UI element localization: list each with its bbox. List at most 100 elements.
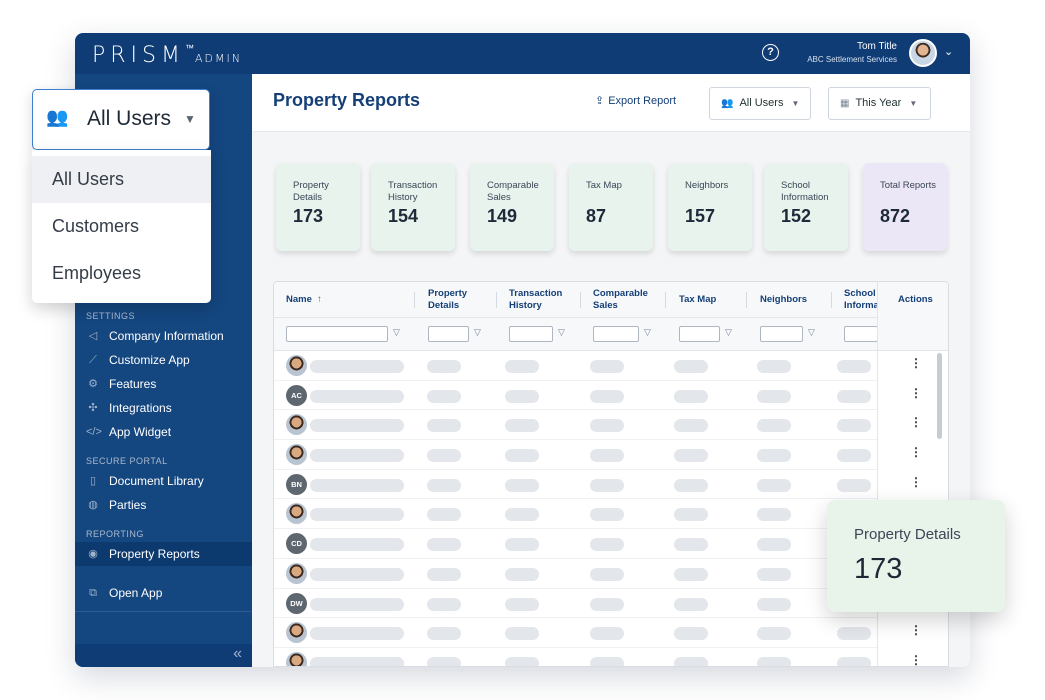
location-pin-icon: ◉ bbox=[88, 548, 98, 560]
column-header-name[interactable]: Name ↑ bbox=[286, 282, 406, 318]
stat-card-transaction-history[interactable]: Transaction History 154 bbox=[371, 163, 455, 251]
sort-asc-icon: ↑ bbox=[317, 294, 322, 305]
filter-icon[interactable]: ▽ bbox=[558, 327, 565, 337]
stat-card-comparable-sales[interactable]: Comparable Sales 149 bbox=[470, 163, 554, 251]
stat-card-neighbors[interactable]: Neighbors 157 bbox=[668, 163, 752, 251]
app-logo[interactable]: PRISM™ADMIN bbox=[92, 43, 242, 68]
menu-item-customers[interactable]: Customers bbox=[52, 216, 140, 236]
sidebar-item-app-widget[interactable]: </> App Widget bbox=[75, 420, 252, 444]
logo-text: PRISM bbox=[92, 43, 185, 68]
sidebar-item-company-information[interactable]: ◁ Company Information bbox=[75, 324, 252, 348]
filter-icon[interactable]: ▽ bbox=[725, 327, 732, 337]
users-filter-select[interactable]: 👥 All Users ▼ bbox=[709, 87, 811, 120]
export-report-button[interactable]: ⇪ Export Report bbox=[595, 94, 676, 107]
comparable-sales-filter-input[interactable] bbox=[593, 326, 639, 342]
menu-item-all-users[interactable]: All Users bbox=[32, 156, 211, 203]
avatar bbox=[286, 414, 307, 436]
skeleton-placeholder bbox=[837, 419, 871, 433]
transaction-history-filter-input[interactable] bbox=[509, 326, 553, 342]
table-body: AC BN CD DW bbox=[274, 351, 948, 666]
column-separator bbox=[580, 292, 581, 308]
sidebar-item-document-library[interactable]: ▯ Document Library bbox=[75, 469, 252, 493]
actions-header: Actions bbox=[878, 282, 948, 351]
skeleton-placeholder bbox=[837, 360, 871, 373]
stat-value: 157 bbox=[685, 206, 716, 226]
avatar bbox=[286, 651, 307, 666]
filter-icon[interactable]: ▽ bbox=[644, 327, 651, 337]
skeleton-placeholder bbox=[310, 508, 404, 522]
sidebar-item-features[interactable]: ⚙ Features bbox=[75, 372, 252, 396]
row-actions-menu-icon[interactable]: ⋮ bbox=[910, 474, 922, 489]
row-actions-menu-icon[interactable]: ⋮ bbox=[910, 356, 922, 370]
collapse-sidebar-icon[interactable]: « bbox=[233, 645, 242, 662]
sidebar-item-label: Parties bbox=[109, 498, 147, 512]
table-row[interactable] bbox=[274, 499, 948, 530]
stat-card-tax-map[interactable]: Tax Map 87 bbox=[569, 163, 653, 251]
chevron-down-icon[interactable]: ⌄ bbox=[944, 46, 954, 58]
top-bar: PRISM™ADMIN ? Tom Title ABC Settlement S… bbox=[75, 33, 970, 74]
skeleton-placeholder bbox=[674, 419, 708, 433]
sidebar-item-parties[interactable]: ◍ Parties bbox=[75, 493, 252, 517]
skeleton-placeholder bbox=[674, 449, 708, 463]
row-actions-menu-icon[interactable]: ⋮ bbox=[910, 623, 922, 638]
user-type-menu: All Users Customers Employees bbox=[32, 150, 211, 303]
column-header-neighbors[interactable]: Neighbors bbox=[760, 282, 830, 318]
filter-icon[interactable]: ▽ bbox=[393, 327, 400, 337]
table-row[interactable] bbox=[274, 648, 948, 666]
menu-item-employees[interactable]: Employees bbox=[52, 263, 142, 283]
table-row[interactable]: AC bbox=[274, 381, 948, 411]
skeleton-placeholder bbox=[427, 389, 461, 403]
school-information-filter-input[interactable] bbox=[844, 326, 878, 342]
sidebar-item-integrations[interactable]: ✣ Integrations bbox=[75, 396, 252, 420]
name-filter-input[interactable] bbox=[286, 326, 388, 342]
neighbors-filter-input[interactable] bbox=[760, 326, 803, 342]
table-row[interactable] bbox=[274, 440, 948, 470]
skeleton-placeholder bbox=[674, 538, 708, 552]
stat-card-property-details[interactable]: Property Details 173 bbox=[276, 163, 360, 251]
skeleton-placeholder bbox=[427, 508, 461, 522]
row-actions-menu-icon[interactable]: ⋮ bbox=[910, 415, 922, 430]
row-actions-menu-icon[interactable]: ⋮ bbox=[910, 385, 922, 400]
column-separator bbox=[665, 292, 666, 308]
table-row[interactable] bbox=[274, 410, 948, 441]
column-header-school-information[interactable]: School Information bbox=[844, 282, 878, 318]
row-actions-menu-icon[interactable]: ⋮ bbox=[910, 445, 922, 460]
sidebar-item-label: Company Information bbox=[109, 329, 224, 343]
help-icon[interactable]: ? bbox=[762, 44, 779, 61]
sidebar-item-property-reports[interactable]: ◉ Property Reports bbox=[75, 542, 252, 566]
column-header-property-details[interactable]: Property Details bbox=[428, 282, 494, 318]
skeleton-placeholder bbox=[837, 449, 871, 463]
period-filter-select[interactable]: ▦ This Year ▼ bbox=[828, 87, 931, 120]
row-actions-menu-icon[interactable]: ⋮ bbox=[910, 653, 922, 667]
property-details-filter-input[interactable] bbox=[428, 326, 469, 342]
column-separator bbox=[414, 292, 415, 308]
sidebar-item-customize-app[interactable]: ⟋ Customize App bbox=[75, 348, 252, 372]
column-header-transaction-history[interactable]: Transaction History bbox=[509, 282, 579, 318]
skeleton-placeholder bbox=[505, 389, 539, 403]
stat-card-total-reports[interactable]: Total Reports 872 bbox=[863, 163, 947, 251]
filter-icon[interactable]: ▽ bbox=[808, 327, 815, 337]
filter-icon[interactable]: ▽ bbox=[474, 327, 481, 337]
stat-value: 872 bbox=[880, 206, 911, 226]
table-row[interactable]: BN bbox=[274, 470, 948, 500]
table-row[interactable] bbox=[274, 618, 948, 648]
skeleton-placeholder bbox=[757, 389, 791, 403]
user-avatar[interactable] bbox=[909, 39, 937, 67]
user-type-select[interactable]: 👥 All Users ▼ bbox=[32, 89, 210, 150]
table-row[interactable] bbox=[274, 351, 948, 381]
skeleton-placeholder bbox=[590, 627, 624, 641]
avatar: CD bbox=[286, 533, 307, 555]
sidebar-section-reporting: REPORTING bbox=[86, 529, 144, 539]
column-header-comparable-sales[interactable]: Comparable Sales bbox=[593, 282, 663, 318]
logo-subtitle: ADMIN bbox=[195, 52, 242, 65]
column-header-label: Transaction History bbox=[509, 288, 563, 311]
column-separator bbox=[746, 292, 747, 308]
user-type-select-value: All Users bbox=[87, 107, 172, 130]
stat-card-school-information[interactable]: School Information 152 bbox=[764, 163, 848, 251]
skeleton-placeholder bbox=[310, 656, 404, 666]
column-header-tax-map[interactable]: Tax Map bbox=[679, 282, 745, 318]
tax-map-filter-input[interactable] bbox=[679, 326, 720, 342]
skeleton-placeholder bbox=[590, 597, 624, 611]
table-scrollbar[interactable] bbox=[937, 353, 942, 439]
sidebar-item-open-app[interactable]: ⧉ Open App bbox=[75, 581, 252, 605]
